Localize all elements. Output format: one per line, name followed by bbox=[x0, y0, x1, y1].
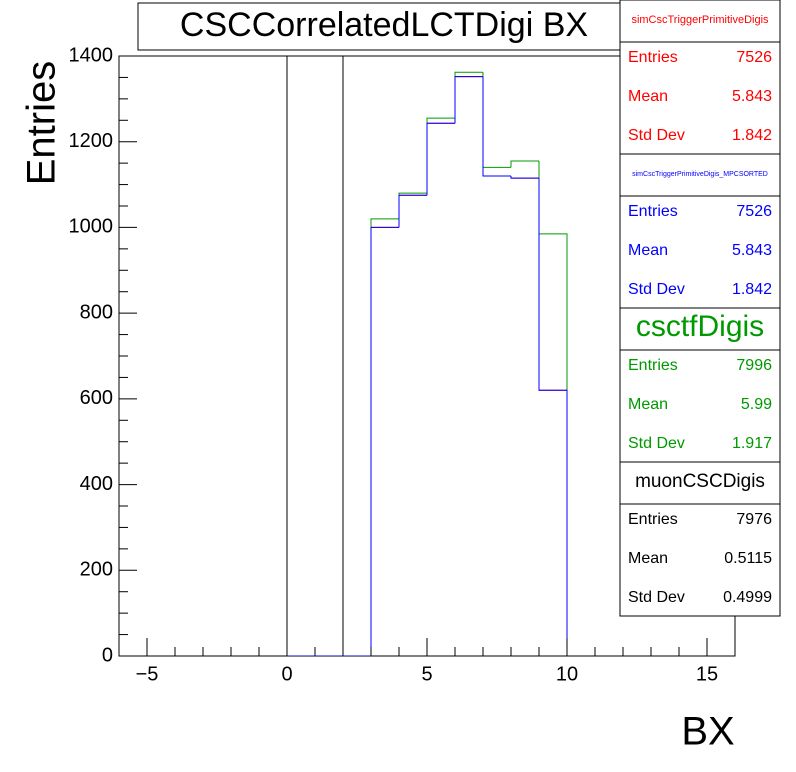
stats-label: Std Dev bbox=[628, 127, 685, 144]
stats-label: Entries bbox=[628, 203, 678, 220]
y-tick-label: 200 bbox=[80, 559, 113, 581]
stats-title: simCscTriggerPrimitiveDigis_MPCSORTED bbox=[632, 171, 768, 178]
stats-label: Mean bbox=[628, 550, 668, 567]
stats-value: 0.4999 bbox=[723, 589, 772, 606]
histogram-bin bbox=[482, 72, 511, 168]
stats-label: Entries bbox=[628, 49, 678, 66]
y-tick-label: 1200 bbox=[69, 130, 114, 152]
histogram-bin bbox=[286, 56, 288, 656]
x-tick-label: −5 bbox=[136, 663, 159, 685]
x-tick-label: 10 bbox=[556, 663, 578, 685]
histogram-bin bbox=[426, 122, 455, 196]
histogram-bin bbox=[538, 178, 568, 656]
stats-label: Std Dev bbox=[628, 589, 685, 606]
y-tick-label: 400 bbox=[80, 473, 113, 495]
stats-title: muonCSCDigis bbox=[635, 471, 765, 492]
histogram-bin bbox=[510, 160, 539, 168]
histogram-bin bbox=[370, 226, 399, 656]
stats-label: Mean bbox=[628, 242, 668, 259]
title-box bbox=[137, 2, 621, 51]
stats-value: 7526 bbox=[736, 49, 772, 66]
x-tick-label: 15 bbox=[696, 663, 718, 685]
histogram-bin bbox=[454, 76, 483, 124]
stats-box bbox=[619, 307, 781, 463]
histogram-bin bbox=[510, 176, 539, 179]
histogram-bin bbox=[342, 56, 371, 656]
histogram-bin bbox=[398, 192, 427, 219]
stats-box bbox=[619, 153, 781, 309]
stats-label: Std Dev bbox=[628, 281, 685, 298]
stats-label: Entries bbox=[628, 511, 678, 528]
histogram-bin bbox=[454, 71, 483, 119]
histogram-bin bbox=[538, 161, 568, 656]
stats-value: 0.5115 bbox=[724, 550, 772, 567]
histogram-bin bbox=[426, 122, 455, 196]
stats-value: 7976 bbox=[736, 511, 772, 528]
chart-title: CSCCorrelatedLCTDigi BX bbox=[180, 6, 588, 44]
histogram-bin bbox=[398, 194, 427, 228]
y-tick-label: 800 bbox=[80, 301, 113, 323]
x-tick-label: 5 bbox=[421, 663, 432, 685]
stats-value: 5.843 bbox=[732, 242, 772, 259]
stats-title: csctfDigis bbox=[636, 310, 764, 343]
histogram-bin bbox=[370, 218, 399, 656]
stats-label: Std Dev bbox=[628, 435, 685, 452]
stats-label: Entries bbox=[628, 357, 678, 374]
stats-box bbox=[619, 461, 781, 617]
histograms bbox=[286, 56, 568, 656]
stats-box bbox=[619, 0, 781, 155]
x-axis-label: BX bbox=[681, 710, 734, 754]
histogram-bin bbox=[454, 76, 483, 124]
stats-title: simCscTriggerPrimitiveDigis bbox=[631, 14, 769, 26]
stats-label: Mean bbox=[628, 88, 668, 105]
stats-value: 1.842 bbox=[732, 281, 772, 298]
stats-value: 7526 bbox=[736, 203, 772, 220]
stats-value: 7996 bbox=[736, 357, 772, 374]
y-tick-label: 600 bbox=[80, 387, 113, 409]
stats-value: 5.843 bbox=[732, 88, 772, 105]
y-axis-label: Entries bbox=[20, 61, 64, 186]
histogram-bin bbox=[426, 117, 455, 194]
histogram-bin bbox=[482, 76, 511, 177]
stats-value: 5.99 bbox=[741, 396, 772, 413]
y-tick-label: 1400 bbox=[69, 44, 114, 66]
y-tick-label: 1000 bbox=[69, 216, 114, 238]
histogram-bin bbox=[370, 226, 399, 656]
stats-label: Mean bbox=[628, 396, 668, 413]
histogram-bin bbox=[482, 76, 511, 177]
y-tick-label: 0 bbox=[102, 644, 113, 666]
stats-value: 1.917 bbox=[732, 435, 772, 452]
histogram-bin bbox=[398, 194, 427, 228]
histogram-bin bbox=[538, 178, 568, 656]
stats-value: 1.842 bbox=[732, 127, 772, 144]
x-tick-label: 0 bbox=[281, 663, 292, 685]
